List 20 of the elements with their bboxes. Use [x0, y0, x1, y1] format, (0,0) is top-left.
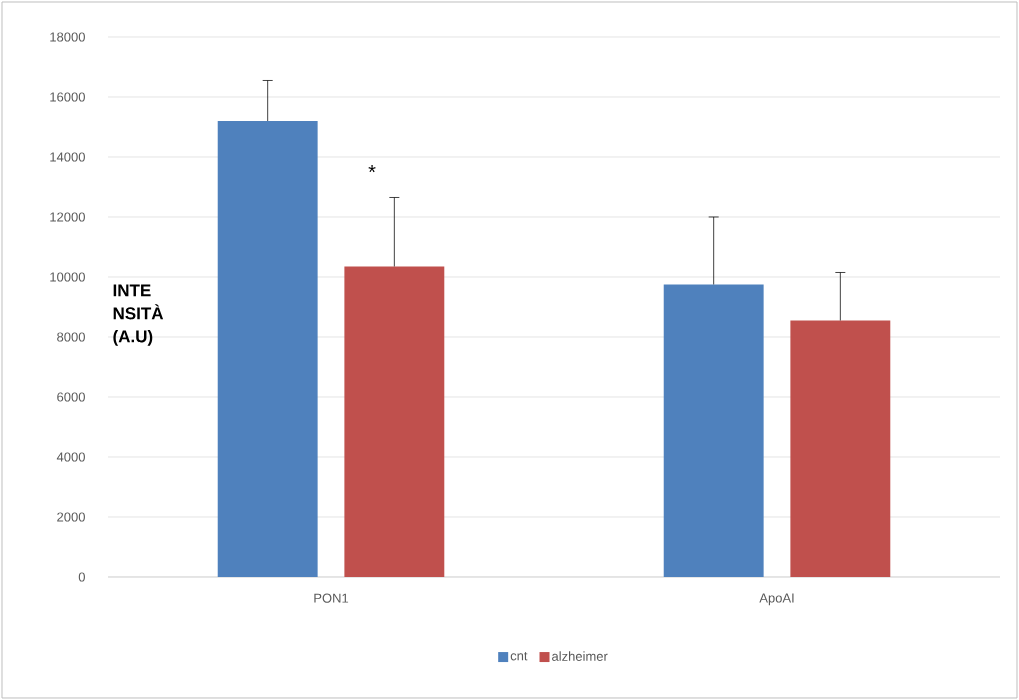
y-axis-title: INTE NSITÀ (A.U) — [113, 284, 164, 346]
y-tick-label: 6000 — [57, 392, 85, 402]
bar — [663, 284, 764, 577]
y-tick-label: 16000 — [50, 92, 85, 102]
y-tick-label: 12000 — [50, 212, 85, 222]
y-tick-label: 4000 — [56, 452, 85, 462]
legend-label: alzheimer — [552, 651, 608, 661]
y-tick-label: 8000 — [57, 332, 85, 342]
legend-label: cnt — [510, 651, 528, 661]
y-tick-label: 14000 — [50, 152, 85, 162]
bar — [790, 320, 891, 577]
y-tick-label: 2000 — [57, 512, 85, 522]
y-tick-label: 10000 — [50, 272, 85, 282]
y-tick-label: 0 — [78, 572, 85, 582]
x-tick-label: PON1 — [314, 593, 349, 603]
bar — [217, 120, 318, 577]
y-tick-label: 18000 — [50, 32, 85, 42]
x-tick-label: ApoAI — [759, 593, 794, 606]
annotation: * — [368, 165, 376, 173]
bar — [344, 266, 445, 577]
